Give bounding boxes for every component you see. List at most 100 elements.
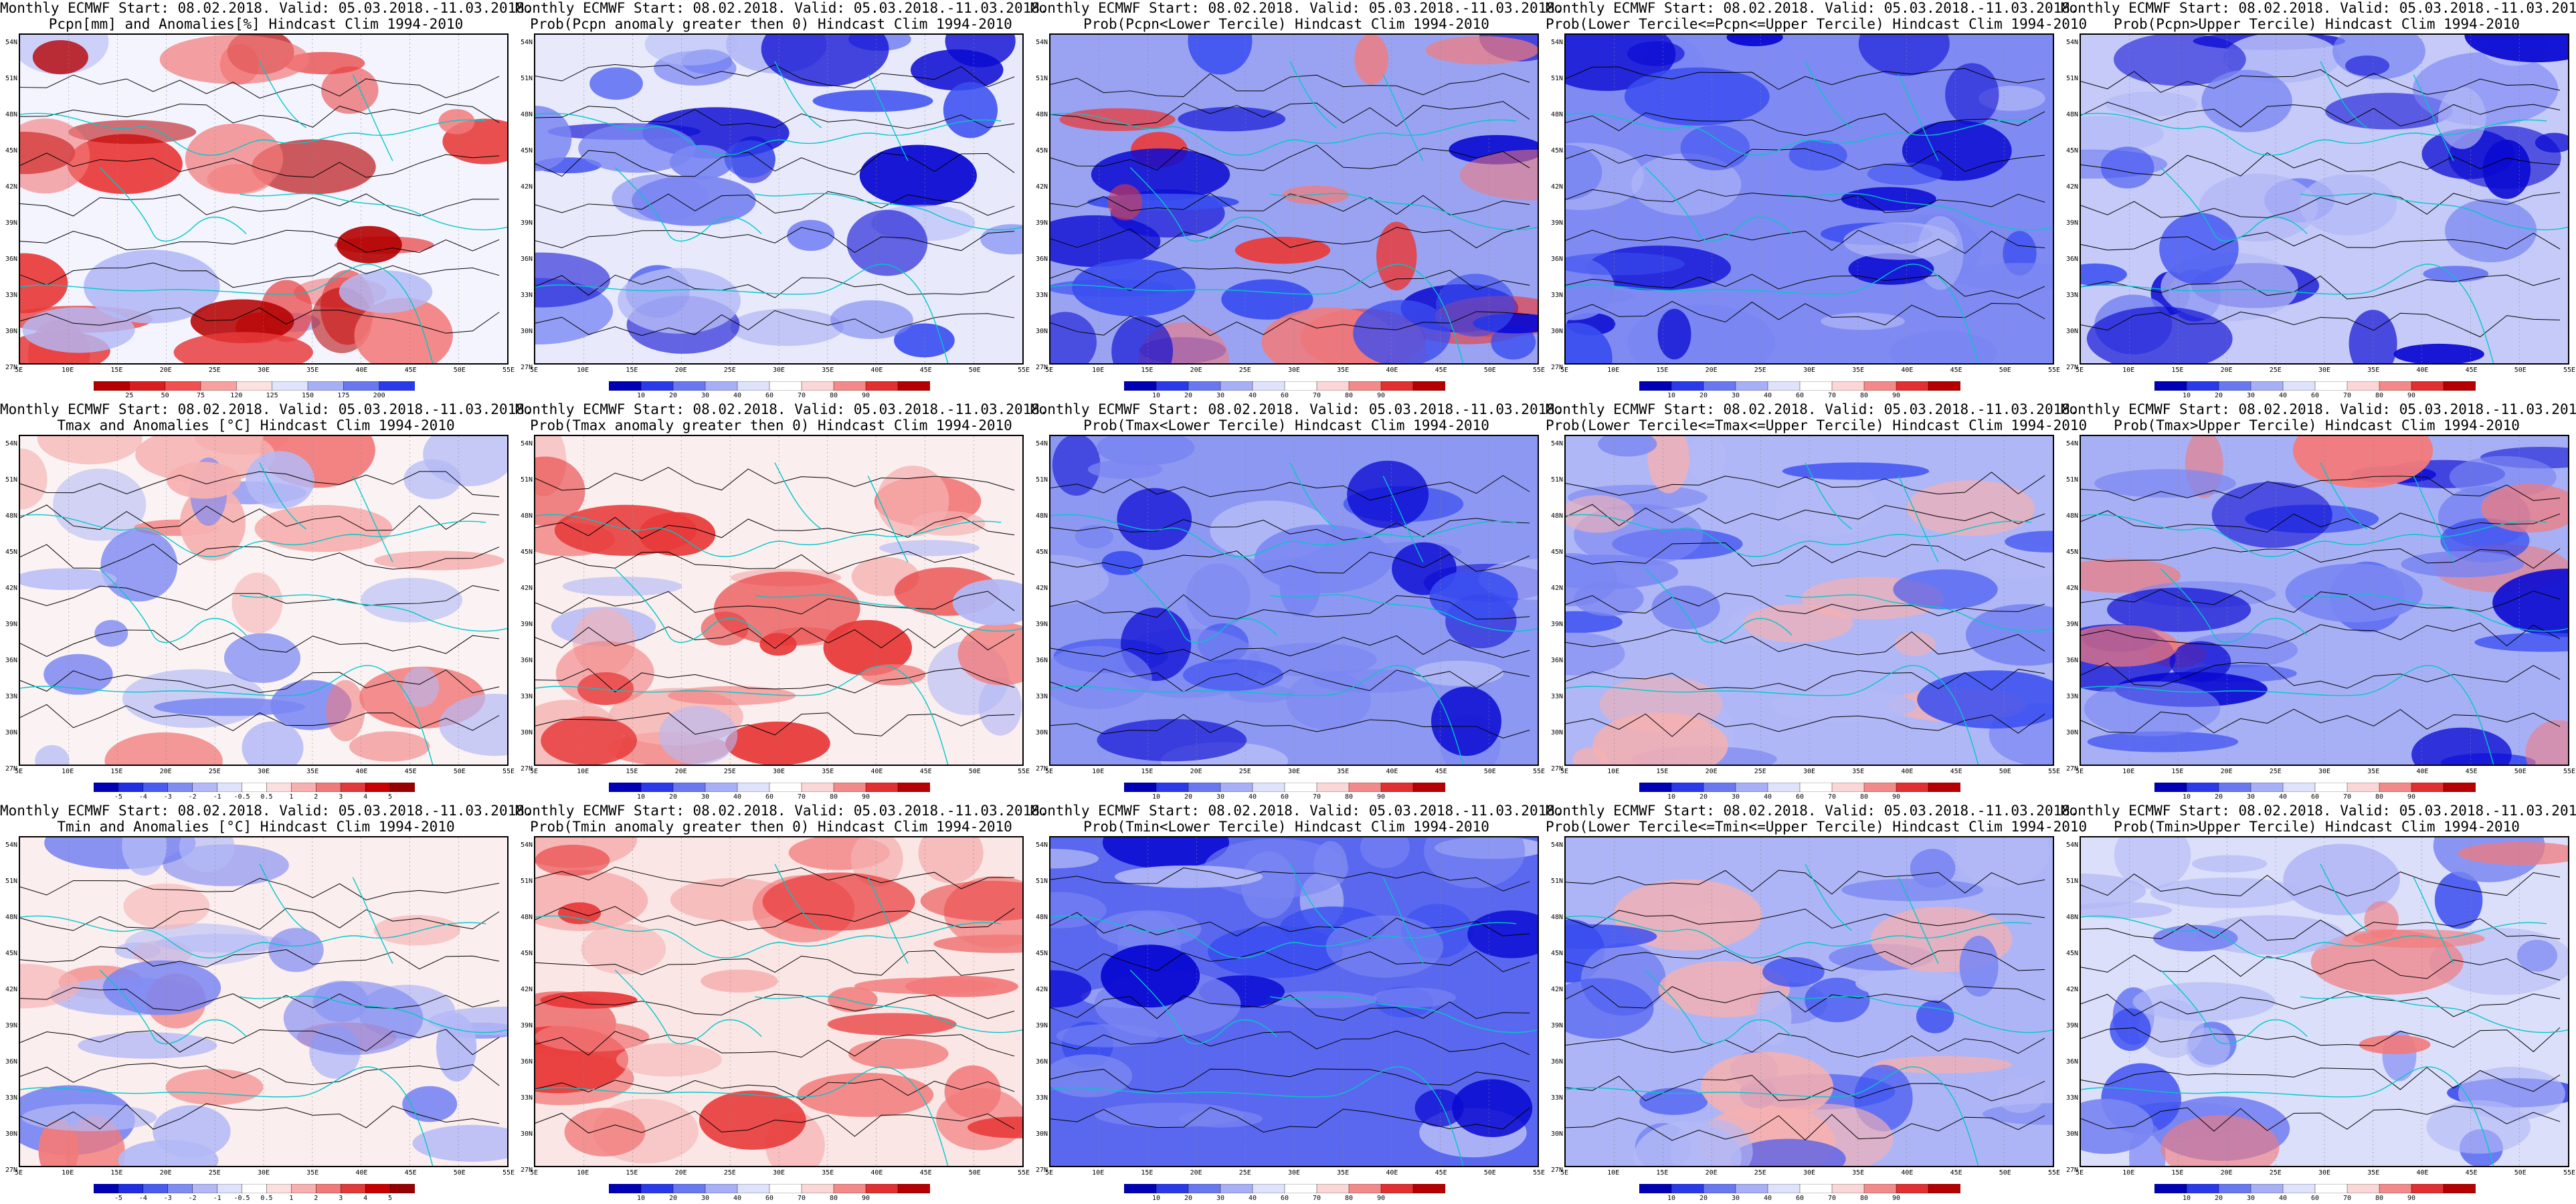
contour-line <box>2081 955 2561 981</box>
field-blob <box>968 1116 1022 1138</box>
y-tick-label: 27N <box>2065 765 2078 773</box>
colorbar-segment <box>1348 1184 1382 1193</box>
field-blob <box>2283 843 2401 916</box>
contour-line <box>20 193 500 217</box>
colorbar-segment <box>1703 783 1736 792</box>
field-blob <box>894 323 955 358</box>
field-blob <box>1624 67 1770 126</box>
colorbar-label: 5 <box>388 1195 393 1202</box>
x-tick-label: 55E <box>2563 1169 2576 1177</box>
colorbar-segment <box>217 1184 243 1193</box>
panel-title: Monthly ECMWF Start: 08.02.2018. Valid: … <box>2061 803 2576 836</box>
panel-title-line2: Pcpn[mm] and Anomalies[%] Hindcast Clim … <box>48 16 464 32</box>
coastline <box>240 995 507 1033</box>
field-blob <box>2393 343 2484 363</box>
colorbar-segment <box>1124 783 1157 792</box>
field-blob <box>190 299 294 344</box>
colorbar-label: 10 <box>1152 793 1161 801</box>
y-tick-label: 54N <box>5 440 17 447</box>
colorbar-segment <box>2186 1184 2219 1193</box>
field-blob <box>1096 436 1195 466</box>
x-tick-label: 25E <box>2269 1169 2282 1177</box>
y-tick-label: 30N <box>1550 729 1563 736</box>
x-tick-label: 30E <box>1803 367 1816 374</box>
panel-title-line2: Tmin and Anomalies [°C] Hindcast Clim 19… <box>57 819 455 835</box>
y-tick-label: 27N <box>5 1167 17 1174</box>
x-tick-label: 45E <box>919 367 932 374</box>
field-blob <box>1959 936 1999 997</box>
colorbar-segment <box>1316 783 1350 792</box>
field-blob <box>1282 185 1350 205</box>
colorbar-label: 40 <box>733 793 742 801</box>
contour-line <box>535 1078 1015 1100</box>
contour-line <box>535 516 1015 539</box>
y-tick-label: 54N <box>5 39 17 46</box>
panel-title-line2: Prob(Pcpn>Upper Tercile) Hindcast Clim 1… <box>2114 16 2520 32</box>
y-tick-label: 39N <box>5 621 17 628</box>
colorbar <box>1124 783 1445 792</box>
map-area <box>1049 435 1539 766</box>
field-blob <box>1234 236 1331 264</box>
contour-line <box>1566 712 2045 737</box>
colorbar-segment <box>2186 783 2219 792</box>
field-blob <box>535 106 572 171</box>
map-area <box>2080 435 2569 766</box>
colorbar-segment <box>1671 783 1704 792</box>
colorbar-segment <box>291 1184 316 1193</box>
colorbar-segment <box>94 381 130 391</box>
colorbar-segment <box>2282 381 2316 391</box>
field-blob <box>1059 108 1176 131</box>
x-tick-label: 40E <box>1386 367 1398 374</box>
y-tick-label: 54N <box>520 440 533 447</box>
field-blob <box>326 680 365 742</box>
field-blob <box>20 253 68 314</box>
coastline <box>2081 112 2547 156</box>
colorbar-label: 60 <box>1280 1195 1289 1202</box>
x-tick-label: 55E <box>1017 1169 1030 1177</box>
field-blob <box>1360 837 1410 868</box>
coastline <box>535 915 1002 959</box>
y-tick-label: 54N <box>520 39 533 46</box>
colorbar <box>2154 1184 2476 1193</box>
field-blob <box>100 529 178 602</box>
colorbar <box>1639 783 1960 792</box>
x-tick-label: 15E <box>1141 768 1154 775</box>
map-field <box>2081 436 2568 765</box>
field-blob <box>1313 669 1435 693</box>
field-blob <box>1376 221 1417 291</box>
x-tick-label: 35E <box>822 367 834 374</box>
y-tick-label: 30N <box>1550 1130 1563 1138</box>
x-tick-label: 35E <box>2367 1169 2380 1177</box>
field-blob <box>1117 488 1192 550</box>
colorbar-label: 10 <box>1667 793 1676 801</box>
map-field <box>1050 436 1538 765</box>
panel-title-line2: Prob(Tmax<Lower Tercile) Hindcast Clim 1… <box>1083 417 1489 433</box>
x-tick-label: 25E <box>1238 768 1251 775</box>
contour-line <box>1050 950 1530 973</box>
x-tick-label: 5E <box>1044 367 1054 374</box>
contour-line <box>1050 225 1530 250</box>
x-tick-label: 55E <box>502 1169 515 1177</box>
field-blob <box>35 744 70 765</box>
coastline <box>2081 915 2547 959</box>
x-tick-label: 10E <box>1607 768 1620 775</box>
y-tick-label: 54N <box>520 841 533 849</box>
x-tick-label: 45E <box>1435 1169 1447 1177</box>
y-tick-label: 27N <box>2065 1167 2078 1174</box>
colorbar-label: 20 <box>1699 1195 1708 1202</box>
panel-title: Monthly ECMWF Start: 08.02.2018. Valid: … <box>515 803 1048 836</box>
colorbar-label: 80 <box>1344 392 1354 399</box>
colorbar-segment <box>1928 381 1960 391</box>
coastline <box>20 264 434 363</box>
field-blob <box>403 459 461 500</box>
colorbar-segment <box>1284 381 1317 391</box>
field-blob <box>2081 1098 2154 1155</box>
y-tick-label: 36N <box>5 1058 17 1066</box>
map-area <box>2080 33 2569 365</box>
colorbar <box>1124 1184 1445 1193</box>
y-tick-label: 48N <box>520 111 533 118</box>
field-blob <box>1592 712 1728 765</box>
y-tick-label: 48N <box>1035 512 1048 520</box>
panel-title: Monthly ECMWF Start: 08.02.2018. Valid: … <box>2061 401 2576 435</box>
field-blob <box>699 1090 806 1150</box>
